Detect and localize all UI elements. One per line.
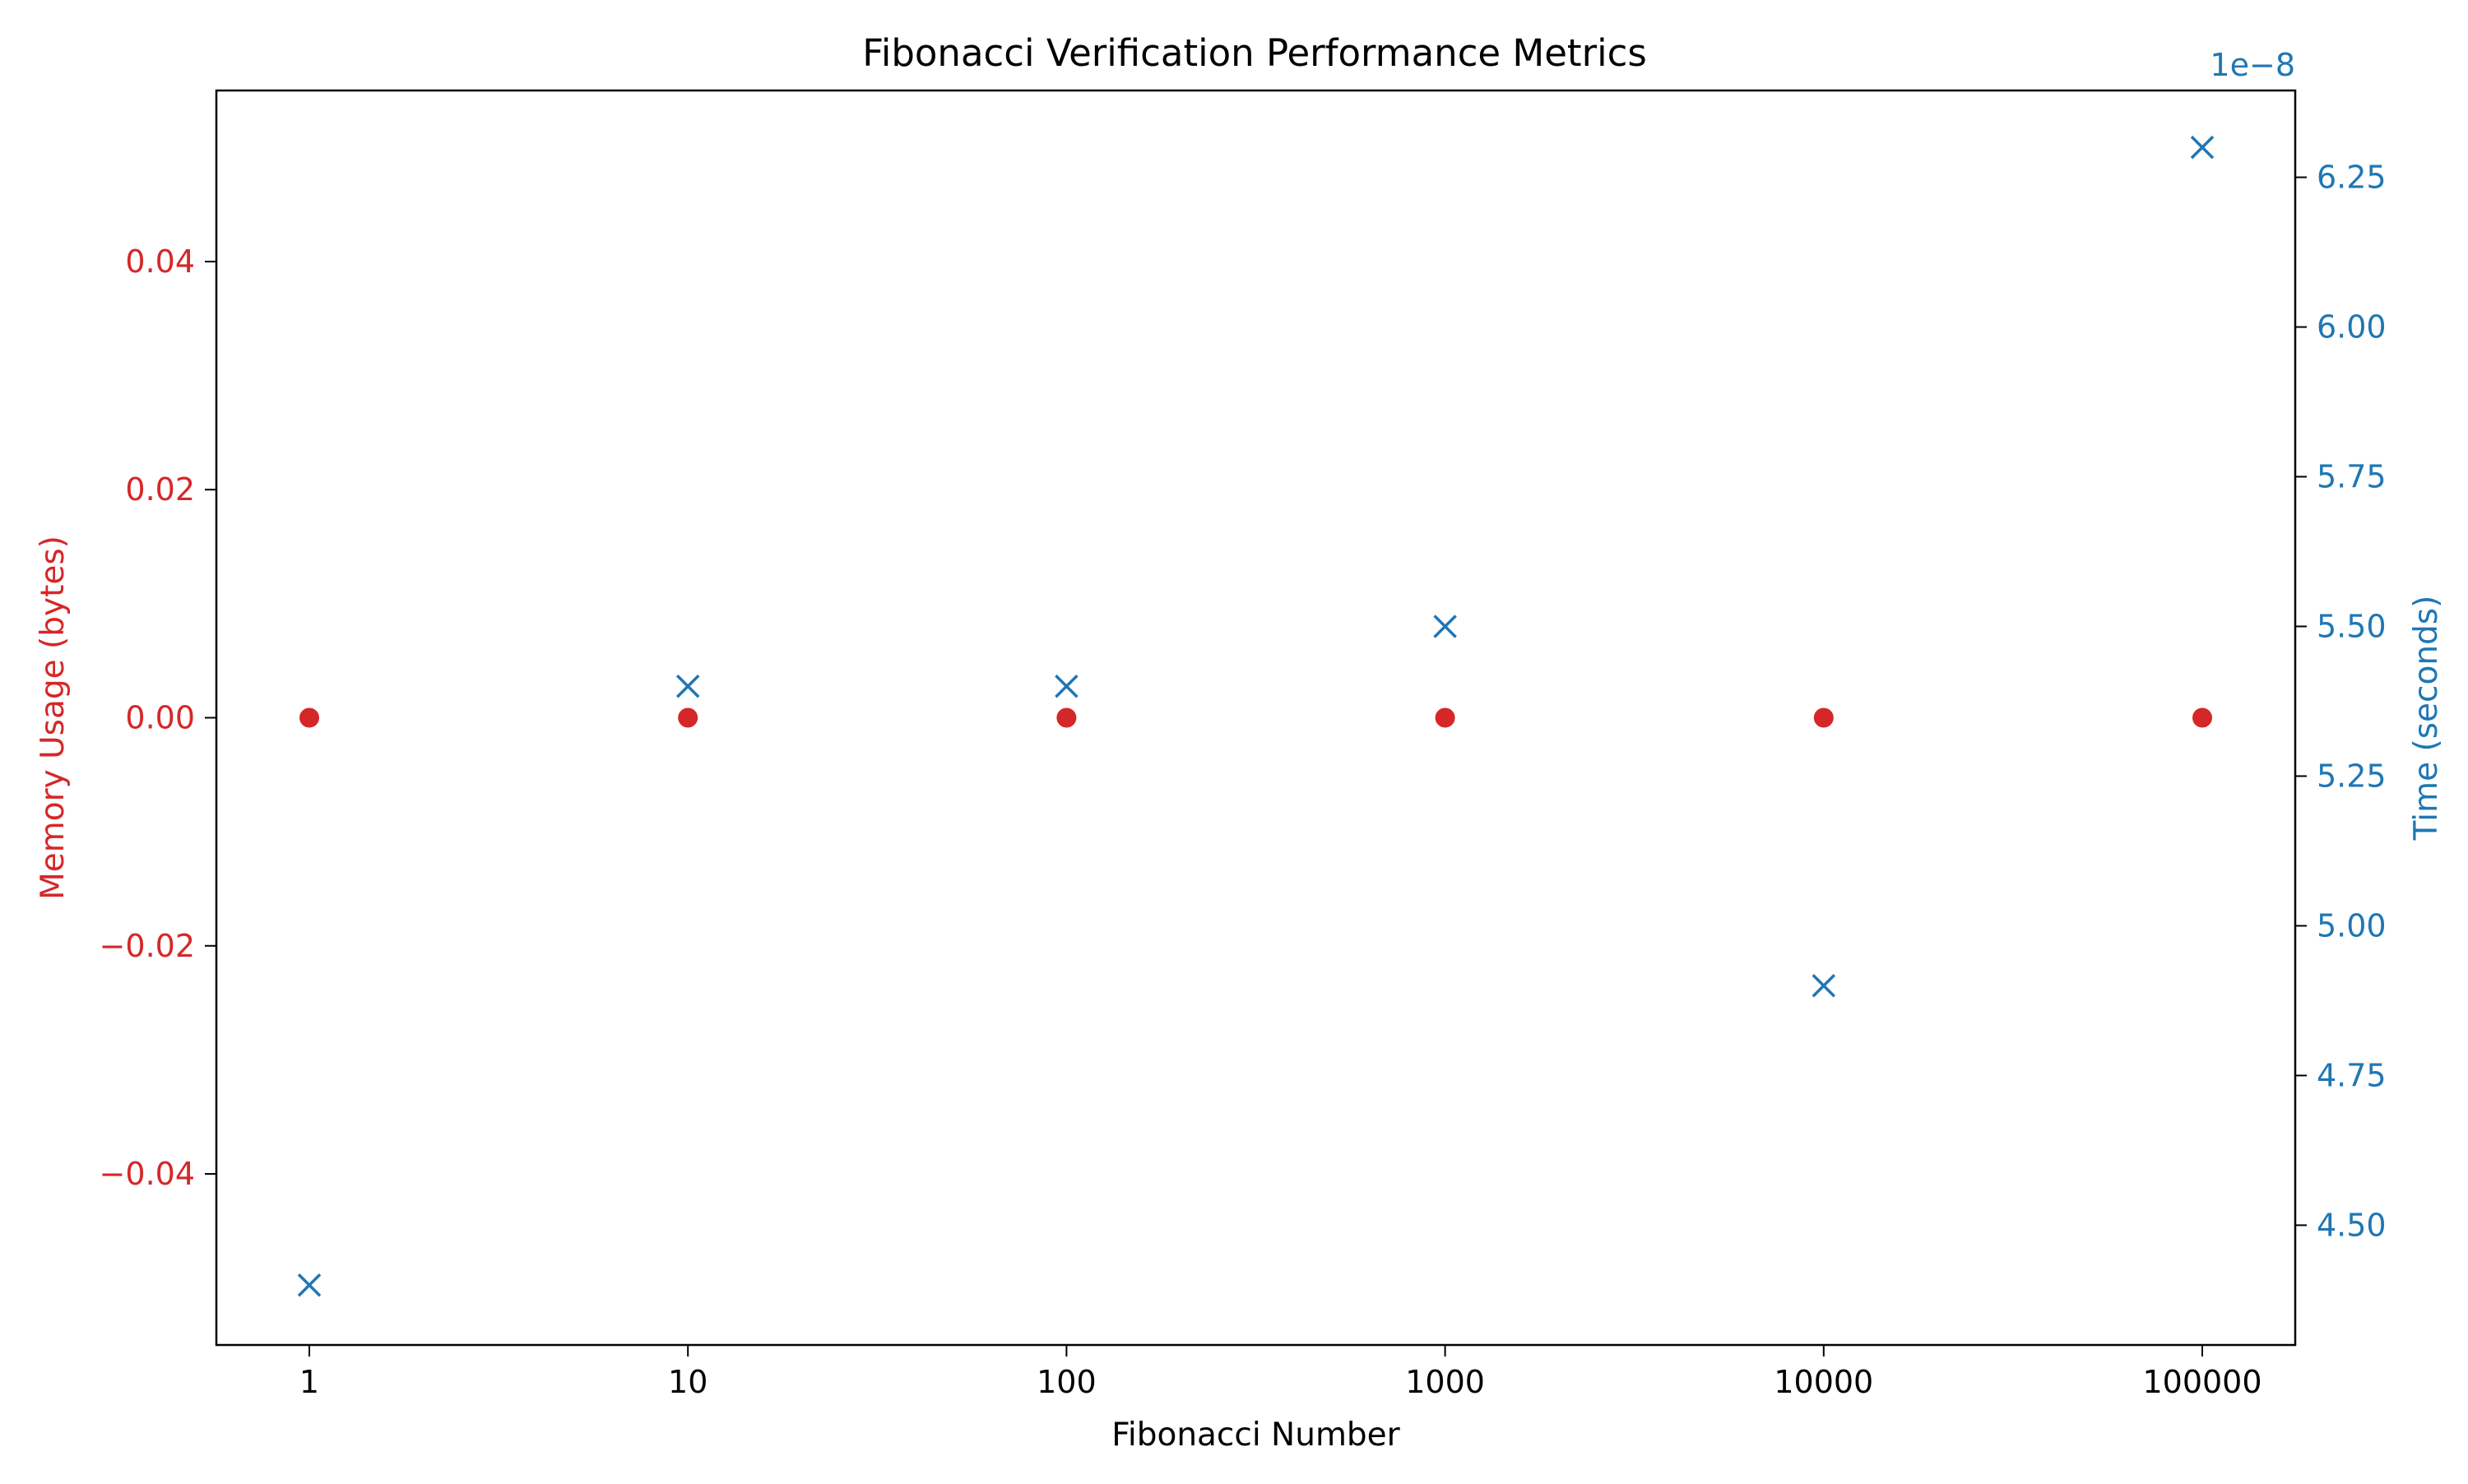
memory-point [2192,707,2212,728]
y-right-offset-label: 1e−8 [2210,47,2295,83]
y-right-tick-label: 4.50 [2317,1207,2387,1243]
memory-point [1435,707,1455,728]
y-right-tick-label: 5.50 [2317,608,2387,644]
time-point [297,1273,322,1297]
y-left-tick-label: 0.04 [125,243,195,280]
y-right-tick-label: 5.00 [2317,907,2387,944]
x-tick-label: 1000 [1405,1364,1485,1400]
y-left-tick-label: −0.04 [100,1156,195,1192]
memory-point [678,707,698,728]
y-right-tick-label: 5.25 [2317,758,2387,794]
y-right-tick-label: 4.75 [2317,1057,2387,1093]
memory-point [1056,707,1077,728]
x-tick-label: 100 [1037,1364,1097,1400]
y-right-tick-label: 6.25 [2317,160,2387,196]
time-point [1055,675,1079,698]
y-left-tick-label: −0.02 [100,928,195,964]
time-point [2190,135,2215,160]
plot-frame [215,89,2297,1347]
time-point [1812,974,1836,998]
x-tick-label: 10000 [1774,1364,1873,1400]
y-left-tick-label: 0.00 [125,700,195,736]
y-right-tick-label: 5.75 [2317,459,2387,495]
x-tick-label: 10 [668,1364,707,1400]
x-tick-label: 100000 [2142,1364,2262,1400]
y-right-tick-label: 6.00 [2317,309,2387,345]
time-point [675,675,700,698]
x-axis-label: Fibonacci Number [1111,1417,1400,1454]
chart-title: Fibonacci Verification Performance Metri… [862,31,1647,75]
y-left-axis-label: Memory Usage (bytes) [35,536,72,900]
x-tick-label: 1 [299,1364,319,1400]
y-left-tick-label: 0.02 [125,471,195,508]
y-right-axis-label: Time (seconds) [2408,596,2445,842]
time-point [1433,614,1457,638]
memory-point [1813,707,1834,728]
memory-point [299,707,319,728]
